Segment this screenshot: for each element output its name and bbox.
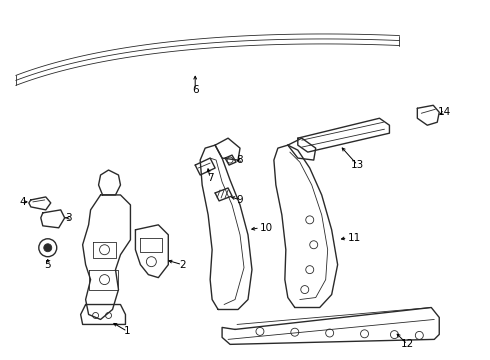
Text: 11: 11: [347, 233, 361, 243]
Text: 7: 7: [207, 173, 214, 183]
Text: 14: 14: [438, 107, 451, 117]
Text: 1: 1: [124, 327, 131, 336]
Circle shape: [44, 244, 52, 252]
Text: 10: 10: [260, 223, 273, 233]
Text: 2: 2: [179, 260, 186, 270]
Text: 8: 8: [237, 155, 244, 165]
Text: 12: 12: [401, 339, 414, 349]
Text: 5: 5: [45, 260, 51, 270]
Text: 3: 3: [65, 213, 72, 223]
Text: 4: 4: [20, 197, 26, 207]
Text: 9: 9: [237, 195, 244, 205]
Text: 6: 6: [192, 85, 198, 95]
Text: 13: 13: [351, 160, 364, 170]
